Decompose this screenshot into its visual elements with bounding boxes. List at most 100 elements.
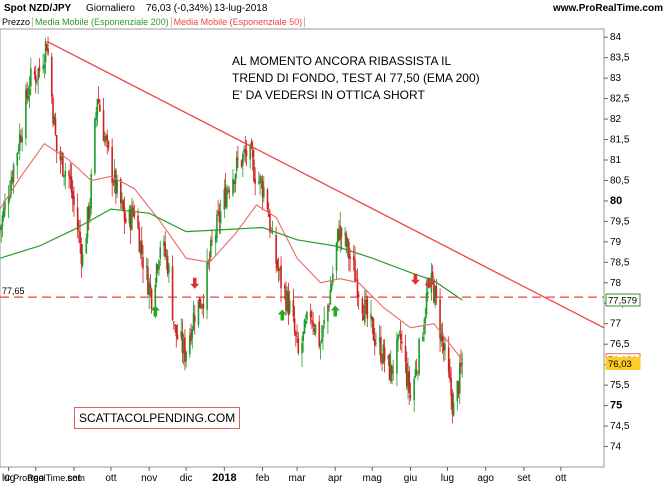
candle-body — [105, 136, 107, 138]
candle-body — [440, 330, 443, 342]
candle-body — [116, 179, 118, 194]
candle-body — [165, 255, 168, 257]
y-tick-label: 80,5 — [610, 175, 630, 186]
candle-body — [47, 48, 49, 55]
candle-body — [423, 325, 425, 335]
candle-body — [301, 343, 303, 354]
last-value-label: 76,03 — [608, 359, 632, 370]
candle-body — [122, 200, 125, 211]
candle-body — [145, 265, 148, 268]
candle-body — [409, 395, 412, 398]
header-bar: Spot NZD/JPY Giornaliero 76,03 (-0,34%) … — [0, 0, 667, 17]
x-tick-label: ago — [477, 473, 494, 484]
candle-body — [327, 304, 329, 322]
candle-body — [182, 339, 185, 354]
candle-body — [9, 194, 11, 199]
legend-ema50: Media Mobile (Esponenziale 50) — [171, 17, 306, 27]
x-tick-label: ott — [555, 473, 566, 484]
candle-body — [451, 394, 454, 415]
candle-body — [271, 232, 274, 234]
candle-body — [10, 179, 12, 194]
candle-body — [139, 241, 142, 255]
candle-body — [352, 256, 355, 261]
candle-body — [7, 198, 10, 205]
arrow-down-icon — [410, 273, 420, 285]
candle-body — [388, 354, 391, 380]
candle-body — [253, 159, 255, 181]
candle-body — [422, 336, 424, 341]
y-tick-label: 82 — [610, 114, 622, 125]
candle-body — [235, 156, 238, 172]
y-tick-label: 81 — [610, 155, 622, 166]
candle-body — [322, 325, 324, 338]
candle-body — [191, 329, 194, 339]
candle-body — [53, 115, 56, 126]
candle-body — [0, 229, 1, 231]
candle-body — [302, 331, 305, 341]
candle-body — [309, 311, 312, 318]
y-tick-label: 81,5 — [610, 135, 630, 146]
candle-body — [297, 338, 300, 353]
candle-body — [285, 289, 287, 312]
candle-body — [63, 175, 65, 178]
candle-body — [80, 244, 83, 264]
candle-body — [20, 135, 22, 142]
candle-body — [442, 343, 445, 351]
candle-body — [276, 261, 279, 269]
candle-body — [362, 314, 365, 320]
candle-body — [314, 324, 317, 334]
candle-body — [303, 320, 306, 334]
candle-body — [354, 260, 356, 283]
y-tick-label: 83 — [610, 73, 622, 84]
candle-body — [79, 231, 81, 244]
x-tick-label: set — [517, 473, 531, 484]
candle-body — [319, 344, 322, 346]
candle-body — [37, 69, 40, 81]
arrow-up-icon — [330, 305, 340, 317]
y-tick-label: 74 — [610, 442, 622, 453]
candle-body — [361, 298, 364, 314]
candle-body — [254, 178, 256, 184]
candle-body — [0, 225, 3, 230]
legend-price: Prezzo — [0, 17, 34, 27]
candle-body — [283, 285, 286, 289]
candle-body — [33, 71, 36, 75]
candle-body — [113, 170, 116, 184]
candle-body — [380, 336, 382, 362]
y-tick-label: 77 — [610, 319, 622, 330]
y-tick-label: 74,5 — [610, 421, 630, 432]
candle-body — [158, 260, 160, 271]
candle-body — [339, 225, 342, 241]
candle-body — [123, 207, 126, 221]
candle-body — [156, 266, 159, 270]
candle-body — [216, 214, 218, 239]
y-tick-label: 79,5 — [610, 216, 630, 227]
period-label: Giornaliero — [86, 3, 135, 14]
arrow-down-icon — [190, 277, 200, 289]
candle-body — [401, 341, 403, 344]
candle-body — [417, 372, 419, 374]
last-value-box — [605, 356, 641, 370]
candle-body — [434, 286, 436, 305]
candle-body — [211, 240, 213, 242]
candle-body — [70, 176, 73, 193]
candle-body — [103, 136, 106, 143]
candle-body — [128, 208, 131, 224]
x-tick-label: ago — [27, 473, 44, 484]
candle-body — [197, 300, 200, 325]
candle-body — [338, 230, 340, 240]
candle-body — [312, 321, 314, 328]
candle-body — [345, 234, 348, 248]
candle-body — [214, 234, 217, 243]
candle-body — [328, 305, 330, 308]
y-tick-label: 80 — [610, 195, 622, 207]
x-tick-label: mag — [363, 473, 382, 484]
y-tick-label: 83,5 — [610, 53, 630, 64]
candle-body — [62, 153, 64, 177]
candle-body — [46, 44, 48, 51]
candle-body — [27, 95, 30, 100]
candle-body — [365, 300, 367, 302]
candle-body — [392, 371, 395, 373]
candle-body — [408, 371, 411, 394]
candle-body — [381, 361, 383, 363]
